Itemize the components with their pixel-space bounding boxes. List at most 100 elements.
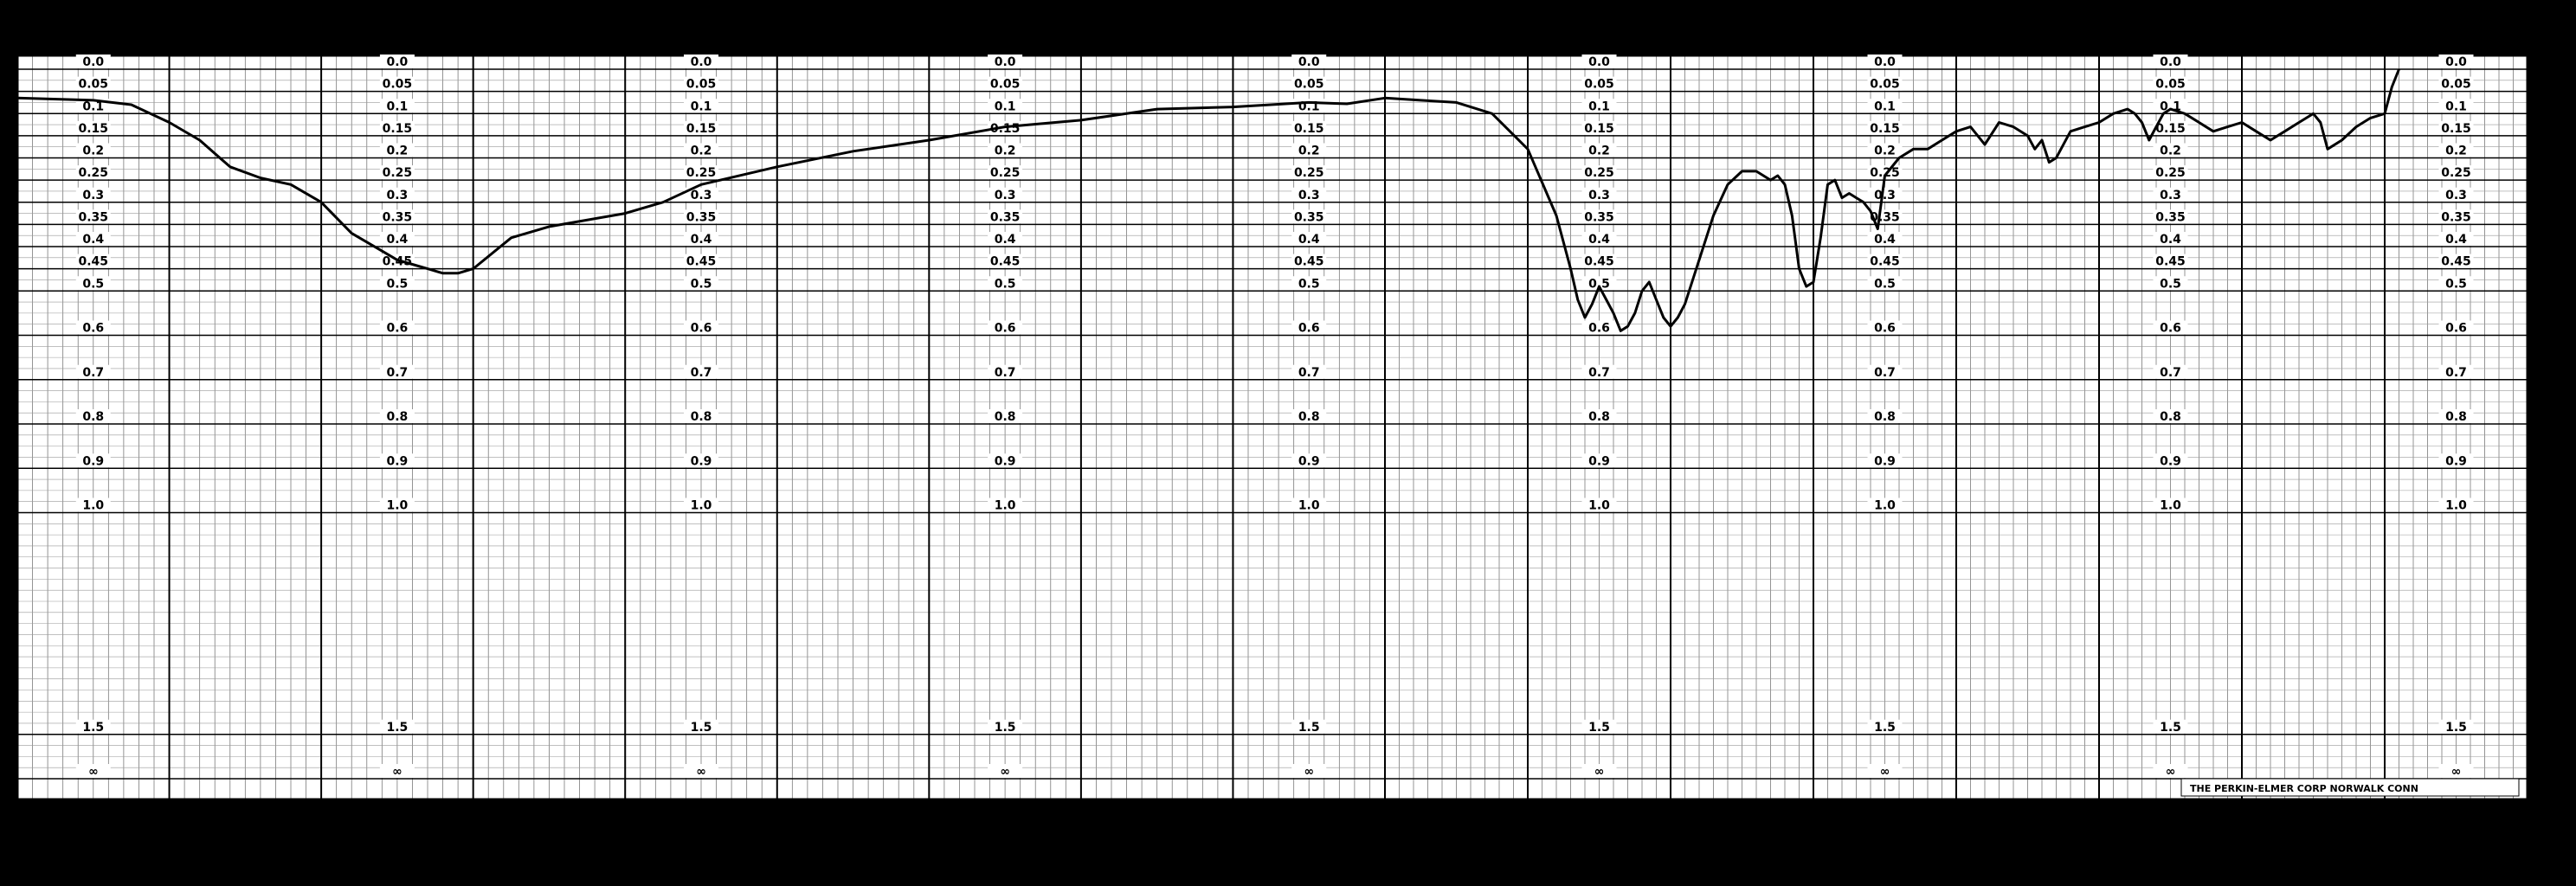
absorbance-label-bg [684,498,718,512]
absorbance-label: 0.4 [1874,233,1896,247]
absorbance-label-bg [1581,120,1617,135]
absorbance-label-bg [1291,498,1327,512]
absorbance-label-bg [2438,76,2474,91]
absorbance-label: ∞ [1594,765,1605,779]
absorbance-label-bg [1291,276,1327,291]
absorbance-label: 1.0 [1588,499,1610,513]
absorbance-label-bg [2438,55,2474,68]
absorbance-label: 0.05 [686,78,717,92]
absorbance-label: 0.2 [386,144,408,158]
major-grid [16,54,2529,801]
top-tick-label: 3800 [1,40,35,54]
absorbance-label: 0.35 [990,210,1021,224]
top-tick-label: 2000 [1368,40,1402,54]
absorbance-label-bg [1291,254,1327,268]
absorbance-label: 0.0 [82,55,104,69]
absorbance-label: 0.2 [2160,144,2181,158]
absorbance-label: 0.3 [2160,189,2181,202]
absorbance-label: 0.5 [995,277,1016,291]
absorbance-label-bg [684,165,718,180]
credit-box [2180,778,2520,797]
absorbance-label-bg [1581,187,1617,202]
absorbance-label-bg [2438,276,2474,291]
absorbance-label-bg [1291,76,1327,91]
absorbance-label-bg [988,364,1023,379]
absorbance-label-bg [1291,453,1327,468]
credit-text: THE PERKIN-ELMER CORP NORWALK CONN [2190,783,2418,794]
absorbance-label: 0.15 [79,122,109,136]
absorbance-label: 0.0 [691,55,712,69]
absorbance-label-bg [75,719,111,734]
absorbance-label: 0.5 [2445,277,2467,291]
absorbance-label-bg [684,99,718,113]
top-frequency-axis: 3800 3600 3400 3200 3000 2800 2600 2400 2200 2000… [1,40,2541,54]
bottom-tick-label: 1600 [1654,803,1688,817]
absorbance-label: 0.2 [1588,144,1610,158]
absorbance-label: 1.0 [1298,499,1320,513]
absorbance-label: 0.4 [2160,233,2181,247]
absorbance-label: 0.45 [383,255,413,269]
absorbance-label: 0.15 [1294,122,1324,136]
absorbance-label-bg [2153,165,2188,180]
absorbance-label: 0.5 [1874,277,1896,291]
absorbance-label: 0.7 [2445,366,2467,380]
absorbance-label: ∞ [696,765,706,779]
absorbance-label: 0.4 [386,233,408,247]
absorbance-label-bg [379,364,415,379]
absorbance-label: 0.3 [1874,189,1896,202]
absorbance-label-bg [1581,276,1617,291]
absorbance-label-bg [1581,55,1617,68]
bottom-tick-label: 400 [2515,803,2540,817]
absorbance-label: 0.9 [82,454,104,468]
absorbance-label-bg [2153,719,2188,734]
absorbance-label-bg [75,254,111,268]
absorbance-label-bg [75,143,111,157]
absorbance-label: 0.9 [1298,454,1320,468]
absorbance-label: 0.8 [82,410,104,424]
absorbance-label-bg [379,76,415,91]
absorbance-label: 0.2 [2445,144,2467,158]
absorbance-label: 0.5 [691,277,712,291]
absorbance-label-bg [75,364,111,379]
absorbance-label-bg [2153,409,2188,423]
absorbance-label-bg [1867,453,1903,468]
absorbance-label: 1.5 [1298,721,1320,735]
absorbance-label: 0.3 [1588,189,1610,202]
absorbance-label: 0.6 [995,322,1016,336]
absorbance-label-bg [1867,409,1903,423]
absorbance-label-bg [1867,232,1903,246]
absorbance-label: 0.25 [1870,166,1900,180]
absorbance-label: 0.0 [1588,55,1610,69]
absorbance-label-bg [1867,209,1903,224]
absorbance-label-bg [1867,764,1903,778]
absorbance-label: 0.35 [686,210,717,224]
absorbance-label-bg [379,55,415,68]
top-tick-label: 1400 [1797,40,1831,54]
top-tick-label: 3400 [305,40,338,54]
absorbance-label: 0.6 [1874,322,1896,336]
absorbance-label-bg [684,55,718,68]
top-tick-label: 3000 [609,40,642,54]
top-tick-label: 3200 [456,40,490,54]
absorbance-label-bg [1291,719,1327,734]
top-tick-label: 3600 [152,40,186,54]
absorbance-label-bg [2438,409,2474,423]
absorbance-label: 0.05 [79,78,109,92]
absorbance-label-bg [2438,143,2474,157]
bottom-tick-label: 600 [2372,803,2397,817]
absorbance-label-bg [379,120,415,135]
absorbance-label-bg [2438,364,2474,379]
absorbance-label: 0.0 [995,55,1016,69]
absorbance-label-bg [1867,165,1903,180]
bottom-tick-label: 2600 [912,803,946,817]
absorbance-label: 1.0 [2445,499,2467,513]
absorbance-label-bg [684,120,718,135]
top-tick-label: 2400 [1064,40,1098,54]
absorbance-label-bg [1291,187,1327,202]
absorbance-label-bg [75,76,111,91]
absorbance-label: 0.7 [82,366,104,380]
bottom-tick-label: 2400 [1064,803,1098,817]
absorbance-label: 0.15 [2155,122,2186,136]
absorbance-label-bg [1291,143,1327,157]
